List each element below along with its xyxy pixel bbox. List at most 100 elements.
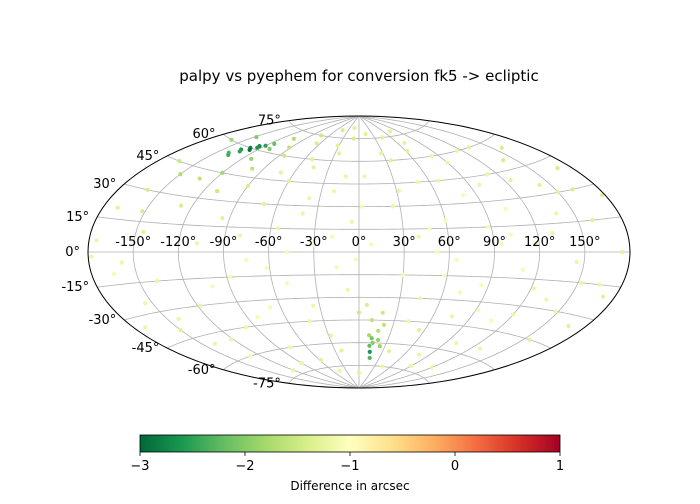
lon-tick-label: 60° [438, 235, 461, 250]
data-point [291, 136, 296, 141]
data-point [489, 318, 494, 323]
parallel-line [288, 120, 430, 140]
lat-tick-label: 30° [93, 177, 116, 192]
data-point [119, 260, 125, 265]
data-point [145, 187, 150, 192]
data-point [380, 364, 385, 369]
aitoff-globe: -150° -120° -90° -60° -30° 0° 30° 60° 90° 120° 150… [61, 114, 631, 391]
longitude-tick-labels: -150° -120° -90° -60° -30° 0° 30° 60° 90° 120° 150… [115, 235, 600, 250]
data-point [600, 294, 606, 299]
data-point [435, 249, 440, 255]
data-point [457, 290, 463, 295]
lon-tick-label: 120° [524, 235, 555, 250]
data-point [427, 226, 432, 231]
data-point [416, 234, 421, 239]
data-point [537, 182, 542, 188]
data-point [176, 316, 181, 322]
data-point [243, 325, 248, 330]
data-point [597, 282, 602, 287]
data-point [380, 310, 385, 315]
lon-tick-label: -90° [210, 235, 238, 250]
data-point [367, 349, 372, 354]
data-point [359, 204, 364, 209]
data-point [415, 180, 420, 185]
data-point [286, 179, 291, 184]
data-point [429, 154, 434, 159]
data-point [381, 322, 387, 327]
data-point [334, 265, 339, 270]
data-point [245, 183, 251, 188]
data-point [396, 188, 402, 193]
parallel-line [97, 274, 621, 288]
data-point [284, 281, 289, 286]
data-point [477, 182, 482, 187]
data-point [244, 258, 249, 263]
data-point [178, 327, 183, 332]
data-point [499, 241, 504, 246]
data-point [367, 355, 372, 361]
data-point [143, 301, 148, 306]
data-point [111, 271, 117, 276]
lat-tick-label: -30° [89, 313, 117, 328]
data-point [284, 249, 289, 255]
data-point [454, 257, 459, 263]
lon-tick-label: -150° [115, 235, 151, 250]
data-point [436, 178, 441, 183]
data-point [314, 141, 319, 146]
data-point [401, 272, 406, 278]
data-point [140, 209, 145, 214]
data-point [352, 125, 357, 131]
data-point [197, 176, 202, 181]
colorbar-tick-label: −3 [130, 459, 149, 474]
data-point [368, 242, 374, 247]
parallel-line [223, 133, 495, 162]
data-point [227, 274, 232, 280]
data-point [455, 148, 460, 153]
data-point [276, 226, 281, 231]
data-point [445, 160, 450, 165]
data-point [508, 177, 513, 183]
data-point [340, 128, 345, 133]
data-point [544, 297, 549, 302]
data-point [307, 196, 312, 201]
data-point [531, 286, 536, 291]
data-point [503, 206, 508, 211]
lon-tick-label: 150° [569, 235, 600, 250]
data-point [261, 201, 266, 207]
data-point [178, 172, 183, 177]
data-point [501, 158, 506, 163]
data-point [367, 333, 372, 338]
data-point [369, 317, 375, 323]
parallel-line [167, 319, 551, 349]
data-point [220, 170, 225, 175]
data-point [429, 365, 434, 370]
data-point [364, 302, 369, 308]
data-point [570, 187, 575, 192]
data-point [300, 211, 305, 216]
colorbar-tick-label: −2 [235, 459, 254, 474]
data-point [299, 361, 305, 366]
data-point [556, 190, 561, 195]
data-point [89, 254, 94, 259]
data-point [229, 137, 234, 142]
lon-tick-label: -120° [160, 235, 196, 250]
colorbar-tick-label: 0 [451, 459, 459, 474]
data-point [388, 158, 393, 163]
data-point [337, 151, 342, 156]
data-point [466, 145, 472, 150]
data-point [290, 367, 295, 373]
data-point [237, 233, 242, 238]
data-point [511, 312, 516, 317]
data-point [272, 141, 277, 146]
data-point [550, 231, 555, 236]
data-point [337, 368, 342, 373]
colorbar-tick-label: −1 [340, 459, 359, 474]
data-point [479, 282, 484, 288]
data-point [377, 344, 382, 349]
data-point [554, 211, 559, 216]
data-point [380, 135, 385, 140]
data-point [255, 314, 260, 320]
data-point [194, 241, 199, 246]
